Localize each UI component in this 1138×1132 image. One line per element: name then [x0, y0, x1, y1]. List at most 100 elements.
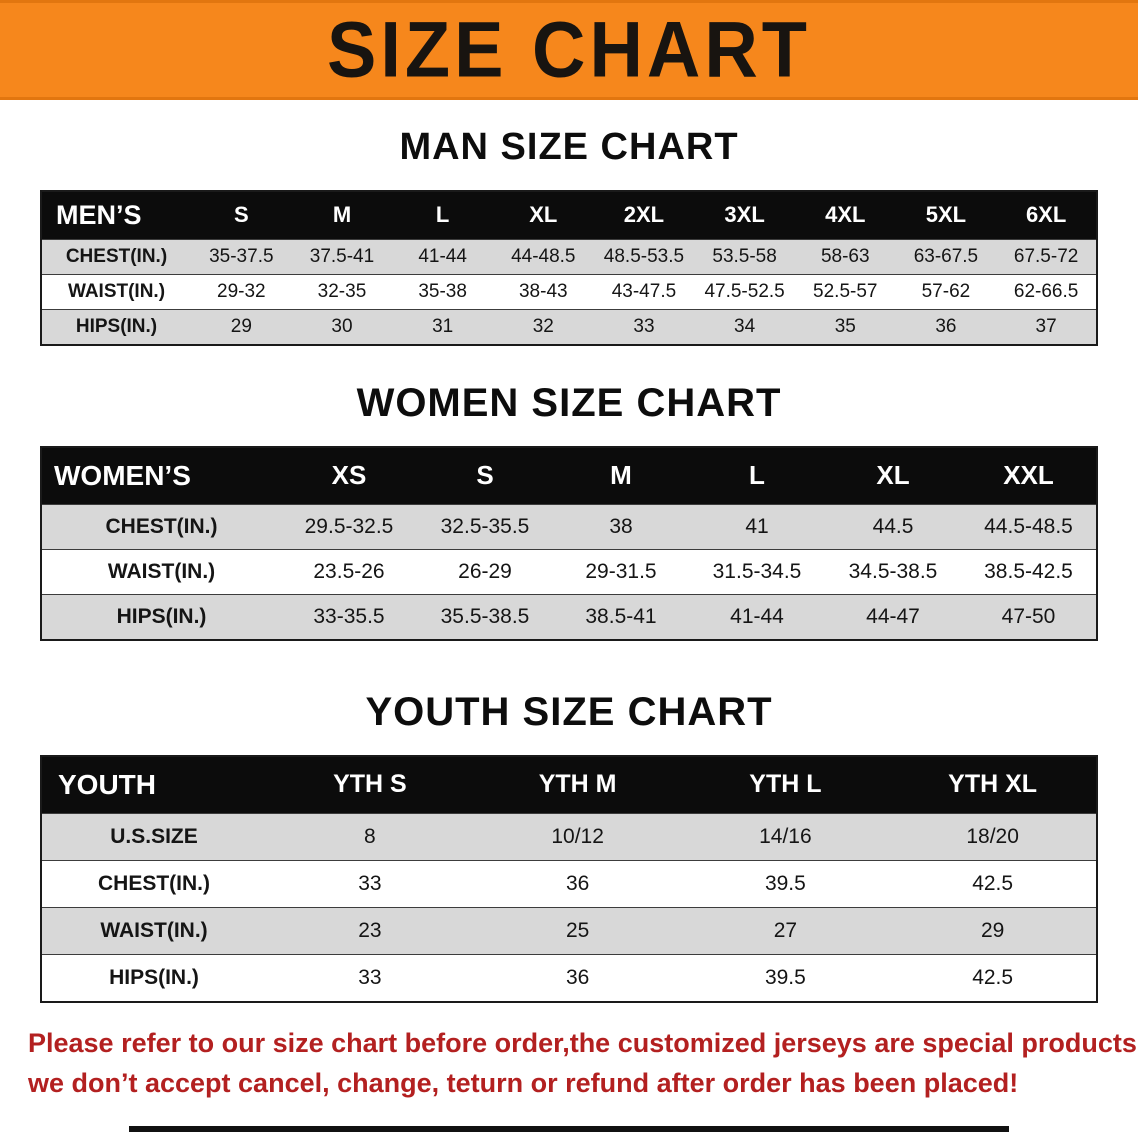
row-label: CHEST(IN.) [98, 871, 210, 895]
size-value: 38-43 [518, 280, 568, 302]
size-value: 47-50 [1001, 604, 1056, 628]
size-column-header: 2XL [593, 190, 695, 240]
table-row: CHEST(IN.) 35-37.5 37.5-41 41-44 44-48.5 48.5… [41, 239, 1097, 275]
row-label: WAIST(IN.) [107, 559, 216, 583]
size-value: 35 [834, 315, 856, 337]
table-header-row: WOMEN’S XS S M L XL XXL [41, 446, 1097, 505]
size-value: 34 [734, 315, 756, 337]
bottom-divider [129, 1126, 1009, 1132]
size-value: 34.5-38.5 [848, 559, 938, 583]
size-value: 57-62 [921, 280, 971, 302]
size-column-header: S [417, 446, 553, 505]
size-value: 23 [358, 918, 382, 942]
size-value: 44-48.5 [511, 245, 576, 267]
size-value: 29-31.5 [585, 559, 657, 583]
size-value: 29-32 [217, 280, 266, 302]
table-row: WAIST(IN.) 23.5-26 26-29 29-31.5 31.5-34.5 34… [41, 549, 1097, 595]
size-column-header: 4XL [794, 190, 896, 240]
size-value: 35.5-38.5 [440, 604, 530, 628]
charts-container: MAN SIZE CHART MEN’S S M L XL 2XL 3XL 4XL 5XL 6XL C… [0, 126, 1138, 1003]
size-value: 29 [230, 315, 252, 337]
table-header-row: MEN’S S M L XL 2XL 3XL 4XL 5XL 6XL [41, 190, 1097, 240]
size-value: 26-29 [458, 559, 512, 583]
table-corner-label: YOUTH [41, 755, 266, 814]
size-column-header: XS [281, 446, 417, 505]
size-value: 29 [980, 918, 1005, 942]
size-column-header: 3XL [694, 190, 795, 240]
size-value: 37.5-41 [309, 245, 375, 267]
size-column-header: YTH S [266, 755, 474, 814]
youth-size-chart-heading: YOUTH SIZE CHART [365, 689, 773, 734]
size-value: 18/20 [966, 824, 1019, 848]
size-value: 67.5-72 [1013, 245, 1079, 267]
size-value: 39.5 [764, 965, 806, 989]
size-column-header: L [689, 446, 825, 505]
size-value: 14/16 [759, 824, 812, 848]
size-value: 39.5 [764, 871, 806, 895]
size-value: 33 [358, 871, 382, 895]
size-value: 44-47 [866, 604, 920, 628]
women-size-table: WOMEN’S XS S M L XL XXL CHEST(IN.) 29.5-32.5 32.5… [40, 445, 1098, 641]
size-value: 8 [364, 824, 376, 848]
size-value: 41 [745, 514, 769, 538]
size-value: 38.5-41 [585, 604, 657, 628]
row-label: WAIST(IN.) [100, 918, 208, 942]
size-value: 53.5-58 [712, 245, 777, 267]
size-value: 35-38 [418, 280, 467, 302]
size-column-header: M [291, 190, 393, 240]
table-header-row: YOUTH YTH S YTH M YTH L YTH XL [41, 755, 1097, 814]
size-value: 27 [773, 918, 798, 942]
table-row: CHEST(IN.) 29.5-32.5 32.5-35.5 38 41 44.5 44.5… [41, 504, 1097, 550]
table-row: WAIST(IN.) 23 25 27 29 [41, 907, 1097, 955]
size-value: 43-47.5 [611, 280, 677, 302]
size-value: 44.5-48.5 [984, 514, 1073, 538]
size-column-header: M [553, 446, 689, 505]
banner: SIZE CHART [0, 0, 1138, 100]
size-value: 62-66.5 [1013, 280, 1079, 302]
table-row: HIPS(IN.) 33-35.5 35.5-38.5 38.5-41 41-44 44-… [41, 594, 1097, 640]
table-corner-label: MEN’S [41, 190, 191, 240]
size-column-header: XL [825, 446, 961, 505]
size-value: 58-63 [820, 245, 870, 267]
size-value: 29.5-32.5 [304, 514, 394, 538]
size-column-header: 5XL [895, 190, 997, 240]
men-size-table: MEN’S S M L XL 2XL 3XL 4XL 5XL 6XL CHEST(IN.) 35-37… [40, 189, 1098, 346]
size-value: 23.5-26 [313, 559, 385, 583]
row-label: HIPS(IN.) [75, 315, 158, 337]
size-value: 42.5 [972, 871, 1014, 895]
size-value: 32 [532, 315, 554, 337]
size-column-header: YTH M [473, 755, 682, 814]
size-value: 33 [358, 965, 382, 989]
row-label: CHEST(IN.) [105, 514, 218, 538]
size-value: 36 [935, 315, 957, 337]
size-column-header: XXL [961, 446, 1097, 505]
size-value: 32-35 [317, 280, 367, 302]
size-column-header: L [392, 190, 493, 240]
banner-title: SIZE CHART [327, 5, 811, 94]
size-value: 10/12 [551, 824, 604, 848]
size-column-header: S [191, 190, 292, 240]
row-label: CHEST(IN.) [65, 245, 168, 267]
table-row: HIPS(IN.) 33 36 39.5 42.5 [41, 954, 1097, 1002]
size-value: 36 [565, 965, 590, 989]
row-label: U.S.SIZE [110, 824, 198, 848]
table-row: CHEST(IN.) 33 36 39.5 42.5 [41, 860, 1097, 908]
note-line-1: Please refer to our size chart before or… [28, 1027, 1138, 1058]
size-column-header: YTH L [681, 755, 890, 814]
size-value: 25 [565, 918, 590, 942]
size-value: 30 [331, 315, 353, 337]
table-row: U.S.SIZE 8 10/12 14/16 18/20 [41, 813, 1097, 861]
size-value: 38 [609, 514, 633, 538]
table-row: WAIST(IN.) 29-32 32-35 35-38 38-43 43-47.5 47.… [41, 274, 1097, 310]
footer-note: Please refer to our size chart before or… [28, 1023, 1138, 1103]
size-value: 44.5 [872, 514, 914, 538]
size-value: 36 [565, 871, 590, 895]
note-line-2: we don’t accept cancel, change, teturn o… [28, 1067, 1019, 1098]
size-value: 37 [1035, 315, 1057, 337]
youth-size-table: YOUTH YTH S YTH M YTH L YTH XL U.S.SIZE 8 10/12… [40, 754, 1098, 1003]
size-value: 31 [432, 315, 454, 337]
size-value: 42.5 [972, 965, 1014, 989]
row-label: WAIST(IN.) [67, 280, 166, 302]
size-value: 52.5-57 [813, 280, 878, 302]
size-column-header: 6XL [996, 190, 1097, 240]
